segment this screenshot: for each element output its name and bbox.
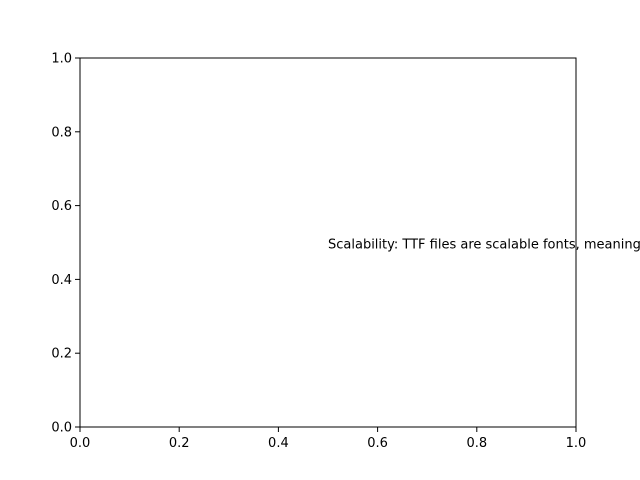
- y-tick-label: 0.2: [51, 347, 72, 362]
- x-tick-label: 0.2: [169, 436, 190, 451]
- y-tick-label: 0.4: [51, 273, 72, 288]
- y-tick-label: 0.6: [51, 199, 72, 214]
- axes-frame: [79, 57, 577, 428]
- x-tick-label: 0.0: [70, 436, 91, 451]
- y-tick-label: 0.8: [51, 125, 72, 140]
- x-tick-label: 0.4: [268, 436, 289, 451]
- plot-area: [80, 58, 576, 427]
- annotation-text: Scalability: TTF files are scalable font…: [328, 238, 640, 253]
- x-tick-label: 1.0: [566, 436, 587, 451]
- x-tick-label: 0.6: [367, 436, 388, 451]
- annotations-layer: Scalability: TTF files are scalable font…: [328, 238, 640, 253]
- x-tick-label: 0.8: [466, 436, 487, 451]
- ticks-layer: 0.0 0.2 0.4 0.6 0.8 1.0 0.0 0.2 0.4 0.6 0.8 1.0: [51, 52, 586, 452]
- y-tick-label: 1.0: [51, 52, 72, 67]
- y-tick-label: 0.0: [51, 421, 72, 436]
